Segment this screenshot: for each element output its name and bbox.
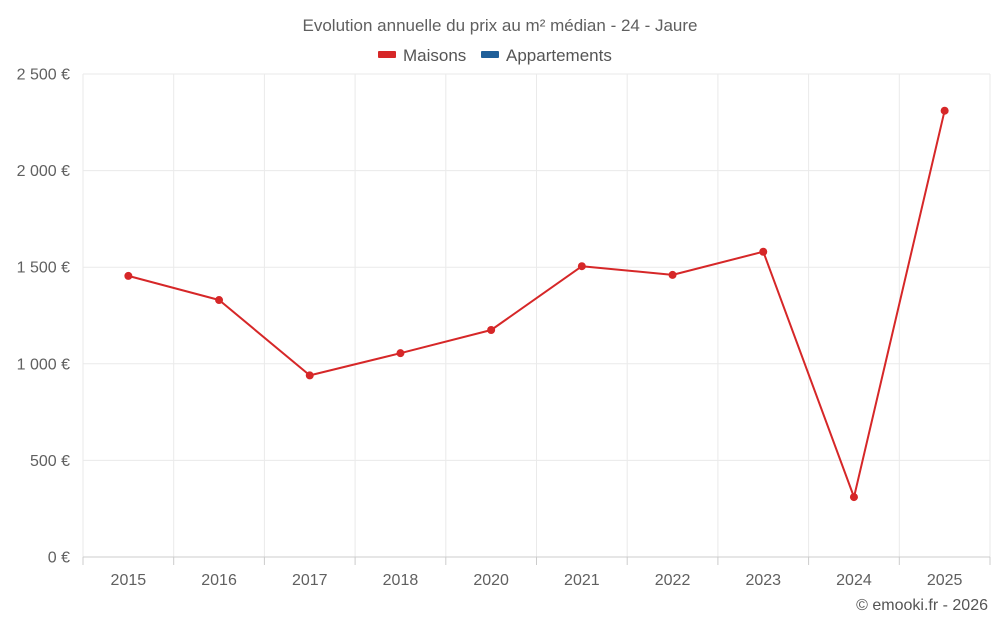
x-tick-label: 2015 xyxy=(111,572,147,589)
data-point-maisons[interactable] xyxy=(305,371,314,380)
x-gridlines xyxy=(82,74,991,557)
x-tick-label: 2022 xyxy=(655,572,691,589)
data-point-maisons[interactable] xyxy=(487,325,496,334)
data-point-maisons[interactable] xyxy=(668,270,677,279)
series-group xyxy=(124,106,949,502)
series-line-maisons xyxy=(128,110,946,499)
legend-swatch-maisons xyxy=(378,51,396,58)
y-tick-label: 0 € xyxy=(48,550,70,567)
data-point-maisons[interactable] xyxy=(396,349,405,358)
data-point-maisons[interactable] xyxy=(124,271,133,280)
data-point-maisons[interactable] xyxy=(849,493,858,502)
data-point-maisons[interactable] xyxy=(215,296,224,305)
y-axis-ticks: 0 € 500 € 1 000 € 1 500 € 2 000 € 2 500 € xyxy=(17,67,70,567)
y-tick-label: 2 500 € xyxy=(17,67,70,84)
legend-swatch-appartements xyxy=(481,51,499,58)
x-tick-label: 2023 xyxy=(745,572,781,589)
data-point-maisons[interactable] xyxy=(759,247,768,256)
legend-label-appartements[interactable]: Appartements xyxy=(506,46,612,65)
x-tick-label: 2017 xyxy=(292,572,328,589)
chart-title: Evolution annuelle du prix au m² médian … xyxy=(303,16,698,35)
y-tick-label: 1 000 € xyxy=(17,356,70,373)
x-tick-label: 2018 xyxy=(383,572,419,589)
y-tick-label: 1 500 € xyxy=(17,260,70,277)
y-tick-label: 2 000 € xyxy=(17,163,70,180)
data-point-maisons[interactable] xyxy=(577,262,586,271)
x-tick-label: 2016 xyxy=(201,572,237,589)
credit-text: © emooki.fr - 2026 xyxy=(856,597,988,614)
legend: Maisons Appartements xyxy=(378,46,612,65)
x-axis-ticks: 2015 2016 2017 2018 2020 2021 2022 2023 2024 2025 xyxy=(82,557,991,589)
legend-label-maisons[interactable]: Maisons xyxy=(403,46,466,65)
data-point-maisons[interactable] xyxy=(940,106,949,115)
x-tick-label: 2024 xyxy=(836,572,872,589)
y-tick-label: 500 € xyxy=(30,453,70,470)
x-tick-label: 2021 xyxy=(564,572,600,589)
x-tick-label: 2020 xyxy=(473,572,509,589)
x-tick-label: 2025 xyxy=(927,572,963,589)
